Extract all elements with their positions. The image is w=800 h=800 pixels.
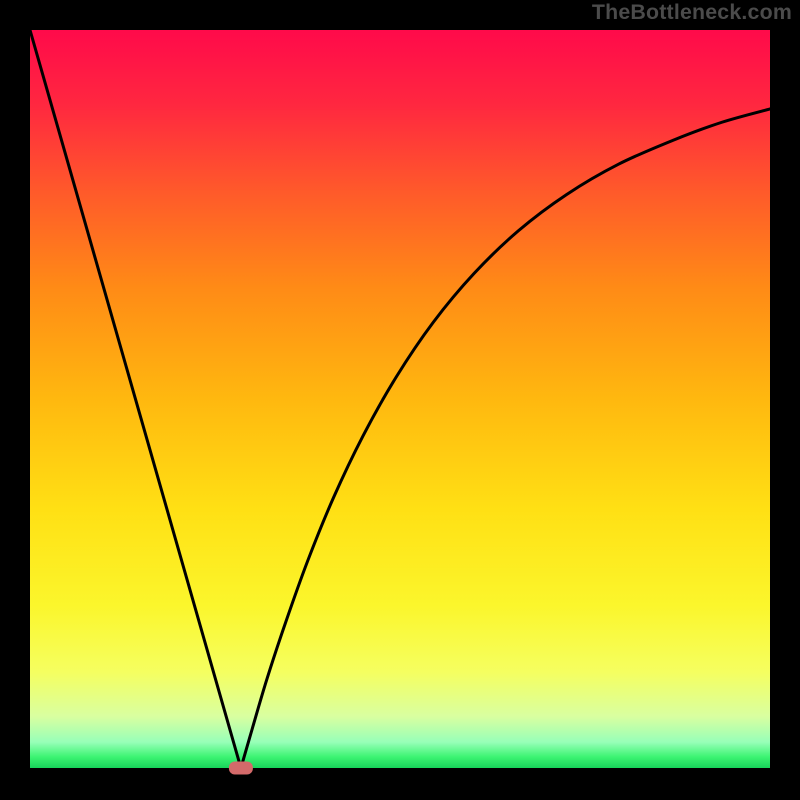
watermark-text: TheBottleneck.com [592, 0, 792, 25]
plot-area [30, 30, 770, 768]
bottleneck-marker [229, 762, 253, 775]
chart-svg [0, 0, 800, 800]
chart-stage: TheBottleneck.com [0, 0, 800, 800]
